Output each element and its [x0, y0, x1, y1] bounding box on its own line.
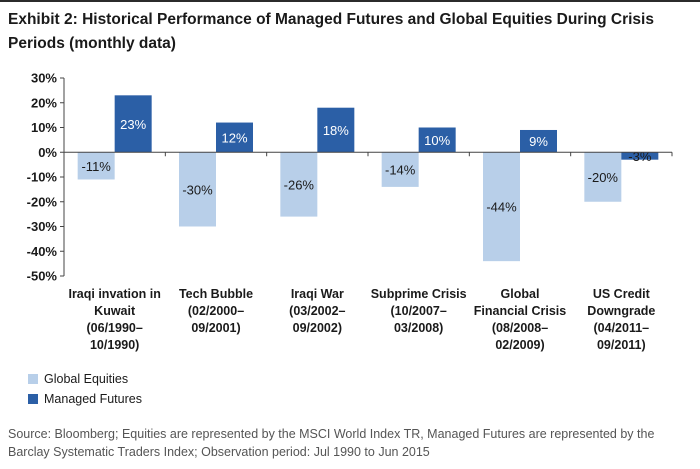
data-label: 9%	[529, 134, 548, 149]
legend: Global Equities Managed Futures	[28, 370, 142, 410]
category-label: Kuwait	[94, 304, 136, 318]
category-label: Financial Crisis	[474, 304, 566, 318]
data-label: -30%	[182, 182, 213, 197]
data-label: -14%	[385, 163, 416, 178]
y-tick-label: 30%	[31, 71, 57, 86]
bar-managed-futures	[114, 95, 152, 153]
bar-global-equities	[179, 152, 216, 227]
category-label: Subprime Crisis	[371, 287, 467, 301]
y-tick-label: 0%	[38, 145, 57, 160]
data-label: -26%	[284, 177, 315, 192]
y-tick-label: -10%	[27, 170, 58, 185]
legend-label-global-equities: Global Equities	[44, 372, 129, 386]
category-label: 09/2002)	[293, 321, 342, 335]
data-label: 23%	[120, 117, 146, 132]
y-tick-label: 10%	[31, 120, 57, 135]
category-label: US Credit	[593, 287, 651, 301]
bar-managed-futures	[216, 122, 253, 153]
bar-managed-futures	[418, 127, 456, 153]
data-label: 10%	[424, 133, 450, 148]
category-label: (10/2007–	[391, 304, 447, 318]
data-label: -44%	[486, 200, 517, 215]
legend-item-global-equities: Global Equities	[28, 370, 142, 388]
category-label: Global	[501, 287, 540, 301]
data-label: -3%	[628, 149, 652, 164]
bar-global-equities	[280, 152, 318, 217]
category-label: (03/2002–	[289, 304, 345, 318]
y-tick-label: -30%	[27, 219, 58, 234]
bar-managed-futures	[317, 107, 355, 153]
legend-swatch-global-equities	[28, 374, 38, 384]
data-label: -20%	[588, 170, 619, 185]
category-label: (02/2000–	[188, 304, 244, 318]
bar-chart: 30% 20% 10% 0% -10% -20% -30% -40% -50% -11% -30% -…	[27, 71, 673, 352]
category-label: Iraqi invation in	[68, 287, 160, 301]
bar-global-equities	[483, 152, 520, 262]
category-label: (04/2011–	[594, 321, 650, 335]
bar-global-equities	[77, 152, 115, 180]
source-note: Source: Bloomberg; Equities are represen…	[8, 427, 655, 459]
title-rule	[0, 0, 700, 2]
chart-title: Exhibit 2: Historical Performance of Man…	[8, 11, 654, 52]
category-label: 09/2011)	[597, 338, 646, 352]
legend-swatch-managed-futures	[28, 394, 38, 404]
category-label: 10/1990)	[90, 338, 139, 352]
category-label: 03/2008)	[394, 321, 443, 335]
bar-global-equities	[584, 152, 622, 202]
category-label: Tech Bubble	[179, 287, 253, 301]
y-tick-label: -50%	[27, 269, 58, 284]
y-tick-label: 20%	[31, 95, 57, 110]
category-label: 09/2001)	[191, 321, 240, 335]
data-label: -11%	[81, 159, 111, 174]
bar-managed-futures	[621, 152, 659, 160]
data-label: 18%	[323, 123, 349, 138]
category-label: 02/2009)	[495, 338, 544, 352]
category-label: (08/2008–	[492, 321, 548, 335]
category-label: Downgrade	[587, 304, 655, 318]
bar-global-equities	[381, 152, 419, 187]
bar-managed-futures	[520, 129, 557, 153]
y-tick-label: -40%	[27, 244, 58, 259]
y-tick-label: -20%	[27, 194, 58, 209]
legend-item-managed-futures: Managed Futures	[28, 390, 142, 408]
data-label: 12%	[221, 130, 247, 145]
legend-label-managed-futures: Managed Futures	[44, 392, 142, 406]
category-label: Iraqi War	[291, 287, 344, 301]
category-label: (06/1990–	[87, 321, 143, 335]
